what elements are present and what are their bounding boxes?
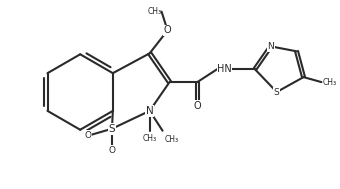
- Text: S: S: [274, 88, 279, 97]
- Text: O: O: [193, 101, 201, 111]
- Text: N: N: [146, 106, 154, 116]
- Text: O: O: [164, 26, 171, 36]
- Text: CH₃: CH₃: [142, 134, 157, 143]
- Text: CH₃: CH₃: [148, 7, 162, 16]
- Text: O: O: [108, 146, 116, 155]
- Text: CH₃: CH₃: [322, 78, 337, 87]
- Text: O: O: [85, 131, 91, 140]
- Text: CH₃: CH₃: [165, 135, 179, 144]
- Text: HN: HN: [217, 64, 232, 74]
- Text: methoxy: methoxy: [159, 7, 166, 9]
- Text: N: N: [267, 42, 274, 51]
- Text: S: S: [109, 124, 115, 134]
